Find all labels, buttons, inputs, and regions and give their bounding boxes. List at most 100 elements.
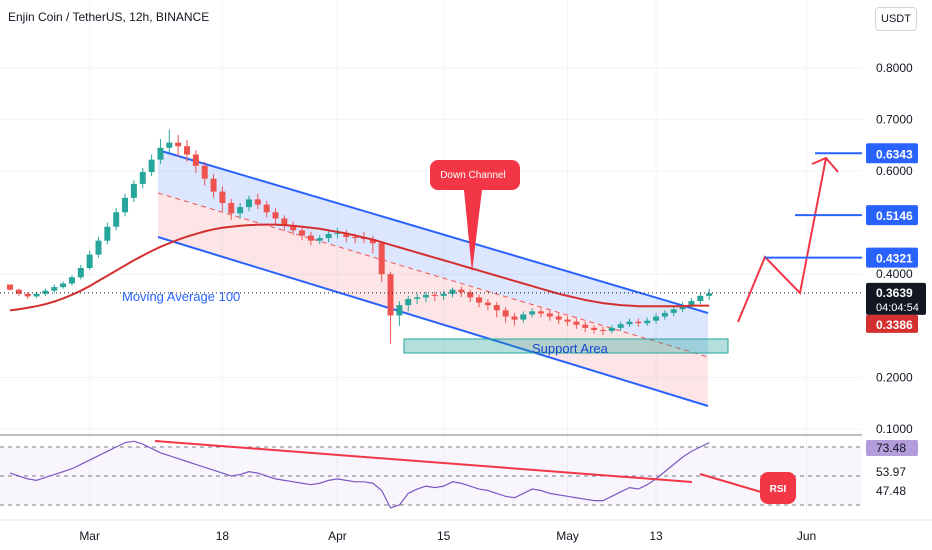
candle <box>254 199 261 205</box>
candle <box>130 183 137 198</box>
candle <box>378 243 385 275</box>
rsi-callout <box>760 472 796 504</box>
symbol-title: Enjin Coin / TetherUS, 12h, BINANCE <box>8 10 210 24</box>
bar-countdown: 04:04:54 <box>876 302 919 314</box>
target-price-label: 0.6343 <box>876 147 913 161</box>
candle <box>502 310 509 317</box>
channel-mid-line <box>157 192 709 358</box>
candle <box>95 240 102 255</box>
candle <box>449 289 456 294</box>
price-axis-tick: 0.6000 <box>876 164 913 178</box>
candle <box>15 289 22 294</box>
candle <box>51 287 58 291</box>
candle <box>582 324 589 328</box>
current-price-tag <box>866 282 926 315</box>
current-price-label: 0.3639 <box>876 286 913 300</box>
candles-group <box>7 129 713 344</box>
candle <box>431 294 438 296</box>
candle <box>476 297 483 303</box>
price-axis-bg <box>862 0 932 550</box>
down-channel-callout <box>430 160 520 272</box>
rsi-callout-label: RSI <box>770 484 787 495</box>
candle <box>316 238 323 241</box>
candle <box>166 142 173 148</box>
candle <box>520 314 527 320</box>
candle <box>68 277 75 284</box>
currency-button[interactable]: USDT <box>875 7 917 31</box>
candle <box>573 321 580 325</box>
candle <box>210 178 217 192</box>
candle <box>122 197 129 213</box>
candle <box>263 204 270 213</box>
candle <box>42 290 49 294</box>
candle <box>175 142 182 147</box>
candle <box>33 293 40 297</box>
channel-lower-line <box>157 236 709 407</box>
candle <box>307 235 314 241</box>
candle <box>184 146 190 155</box>
target-price-tag <box>866 247 918 268</box>
time-axis-tick: 18 <box>216 529 230 543</box>
channel-upper-fill <box>158 150 708 357</box>
rsi-trendline <box>154 440 693 483</box>
candle <box>546 313 553 317</box>
candle <box>697 295 704 302</box>
channel-upper-line <box>157 149 709 314</box>
target-price-tag <box>866 205 918 226</box>
down-channel-label: Down Channel <box>440 170 506 181</box>
rsi-current-tag <box>866 440 918 456</box>
candle <box>414 297 421 299</box>
candle <box>245 199 252 208</box>
candle <box>343 232 350 238</box>
candle <box>148 159 155 173</box>
candle <box>281 218 288 226</box>
candle <box>467 292 474 298</box>
candle <box>325 233 332 239</box>
candle <box>608 327 615 331</box>
candle <box>272 212 279 219</box>
target-price-label: 0.5146 <box>876 209 913 223</box>
candle <box>555 316 562 320</box>
candle <box>670 309 677 313</box>
rsi-axis-tick: 53.97 <box>876 465 906 479</box>
candle <box>361 238 367 240</box>
price-axis-tick: 0.2000 <box>876 370 913 384</box>
candle <box>192 154 199 166</box>
candle <box>104 226 111 241</box>
ma-price-tag <box>866 314 918 333</box>
rsi-band <box>0 447 862 505</box>
candle <box>599 329 606 331</box>
ma-price-label: 0.3386 <box>876 318 913 332</box>
ma-label: Moving Average 100 <box>122 289 240 304</box>
candle <box>458 289 465 293</box>
candle <box>591 327 598 330</box>
rsi-axis-tick: 47.48 <box>876 484 906 498</box>
time-axis-tick: 13 <box>649 529 663 543</box>
price-axis-tick: 0.4000 <box>876 267 913 281</box>
time-axis-tick: May <box>556 529 579 543</box>
candle <box>706 293 713 296</box>
candle <box>617 324 624 328</box>
time-axis-tick: 15 <box>437 529 451 543</box>
moving-average-line <box>9 223 710 312</box>
target-price-label: 0.4321 <box>876 252 913 266</box>
price-axis-tick: 0.1000 <box>876 422 913 436</box>
candle <box>422 294 429 298</box>
candle <box>157 147 164 160</box>
price-axis-tick: 0.7000 <box>876 112 913 126</box>
candle <box>688 301 695 306</box>
time-axis-tick: Apr <box>328 529 347 543</box>
time-axis-tick: Mar <box>79 529 100 543</box>
candle <box>644 320 651 324</box>
candle <box>86 254 93 269</box>
candle <box>334 232 341 234</box>
candle <box>201 165 208 179</box>
candle <box>396 305 403 316</box>
projection-path <box>737 157 827 323</box>
candle <box>511 316 518 320</box>
candle <box>661 312 668 317</box>
candle <box>113 212 120 227</box>
candle <box>7 284 13 290</box>
